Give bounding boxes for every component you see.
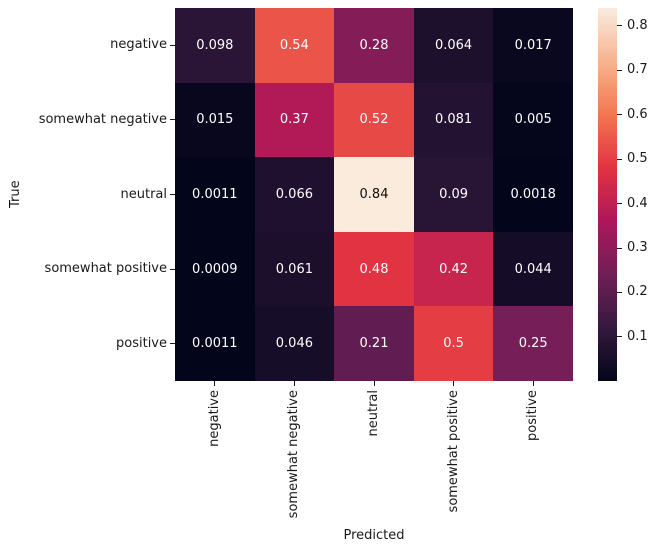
cell-value: 0.0011 (192, 336, 238, 352)
heatmap-cell-negative-somewhat-positive: 0.064 (413, 8, 494, 83)
cell-value: 0.48 (359, 261, 389, 277)
heatmap-cell-somewhat-negative-somewhat-positive: 0.081 (413, 82, 494, 158)
cell-value: 0.098 (196, 37, 234, 53)
heatmap-cell-somewhat-positive-positive: 0.044 (493, 231, 573, 307)
colorbar-tick-mark (617, 247, 622, 249)
heatmap-cell-negative-negative: 0.098 (175, 8, 255, 83)
cell-value: 0.044 (514, 261, 552, 277)
heatmap-cell-positive-negative: 0.0011 (175, 306, 255, 381)
heatmap-cell-neutral-somewhat-positive: 0.09 (413, 157, 494, 232)
y-tick-mark (170, 268, 175, 270)
x-tick-mark (453, 381, 455, 386)
cell-value: 0.84 (359, 186, 389, 202)
x-tick-mark (373, 381, 375, 386)
cell-value: 0.066 (275, 186, 313, 202)
colorbar-tick-mark (617, 25, 622, 27)
x-tick-label: somewhat positive (445, 390, 461, 513)
heatmap-cell-positive-somewhat-negative: 0.046 (254, 306, 335, 381)
x-tick-mark (214, 381, 216, 386)
x-tick-label: somewhat negative (286, 390, 302, 519)
y-tick-mark (170, 343, 175, 345)
cell-value: 0.0009 (192, 261, 238, 277)
x-tick-label: negative (206, 390, 222, 447)
heatmap-cell-somewhat-negative-neutral: 0.52 (334, 82, 414, 158)
cell-value: 0.017 (514, 37, 552, 53)
colorbar-tick-mark (617, 336, 622, 338)
cell-value: 0.081 (434, 112, 473, 128)
x-tick-label: neutral (366, 390, 381, 437)
colorbar-tick-label: 0.5 (627, 151, 648, 167)
cell-value: 0.52 (359, 112, 389, 128)
heatmap-cell-somewhat-negative-negative: 0.015 (175, 82, 255, 158)
y-tick-label: neutral (120, 186, 168, 202)
y-tick-mark (170, 194, 175, 195)
cell-value: 0.046 (275, 336, 313, 352)
x-axis-label: Predicted (343, 528, 405, 543)
y-tick-mark (170, 44, 175, 46)
heatmap-cell-positive-neutral: 0.21 (334, 306, 414, 381)
colorbar-tick-mark (617, 69, 622, 71)
heatmap-cell-positive-positive: 0.25 (493, 306, 573, 381)
x-tick-mark (532, 381, 534, 386)
colorbar-tick-label: 0.2 (627, 284, 648, 300)
y-tick-label: somewhat positive (44, 261, 167, 277)
cell-value: 0.015 (196, 112, 234, 128)
colorbar (598, 8, 617, 381)
cell-value: 0.25 (518, 336, 548, 352)
heatmap-cell-neutral-somewhat-negative: 0.066 (254, 157, 335, 232)
heatmap-cell-negative-somewhat-negative: 0.54 (254, 8, 335, 83)
cell-value: 0.09 (439, 186, 469, 202)
heatmap-cell-neutral-negative: 0.0011 (175, 157, 255, 232)
colorbar-tick-label: 0.6 (627, 106, 648, 122)
heatmap-cell-negative-neutral: 0.28 (334, 8, 414, 83)
heatmap-cell-somewhat-negative-somewhat-negative: 0.37 (254, 82, 335, 158)
heatmap-cell-somewhat-positive-somewhat-positive: 0.42 (413, 231, 494, 307)
heatmap-cell-negative-positive: 0.017 (493, 8, 573, 83)
colorbar-tick-label: 0.1 (627, 328, 648, 344)
colorbar-tick-mark (617, 158, 622, 160)
heatmap-cell-somewhat-positive-negative: 0.0009 (175, 231, 255, 307)
colorbar-tick-mark (617, 291, 622, 293)
x-tick-mark (293, 381, 295, 386)
cell-value: 0.54 (279, 37, 309, 53)
cell-value: 0.28 (359, 37, 389, 53)
colorbar-tick-label: 0.7 (627, 62, 648, 78)
cell-value: 0.064 (434, 37, 473, 53)
cell-value: 0.5 (443, 336, 464, 352)
colorbar-tick-label: 0.3 (627, 240, 648, 256)
colorbar-tick-mark (617, 114, 622, 116)
cell-value: 0.0018 (510, 186, 556, 202)
x-tick-label: positive (525, 390, 541, 441)
colorbar-tick-label: 0.8 (627, 17, 648, 33)
heatmap-cell-neutral-neutral: 0.84 (334, 157, 414, 232)
heatmap-cell-neutral-positive: 0.0018 (493, 157, 573, 232)
cell-value: 0.005 (514, 112, 552, 128)
colorbar-tick-mark (617, 203, 622, 205)
cell-value: 0.061 (275, 261, 313, 277)
cell-value: 0.37 (279, 112, 309, 128)
heatmap: 0.098 0.54 0.28 0.064 0.017 0.015 0.37 0.52 0.08… (175, 8, 573, 381)
y-tick-label: positive (116, 335, 167, 351)
y-tick-label: negative (110, 37, 167, 53)
cell-value: 0.42 (439, 261, 469, 277)
heatmap-cell-somewhat-positive-neutral: 0.48 (334, 231, 414, 307)
y-tick-mark (170, 119, 175, 121)
y-tick-label: somewhat negative (38, 111, 167, 127)
cell-value: 0.21 (359, 336, 389, 352)
colorbar-tick-label: 0.4 (627, 195, 648, 211)
heatmap-cell-somewhat-positive-somewhat-negative: 0.061 (254, 231, 335, 307)
heatmap-cell-somewhat-negative-positive: 0.005 (493, 82, 573, 158)
heatmap-cell-positive-somewhat-positive: 0.5 (413, 306, 494, 381)
cell-value: 0.0011 (192, 186, 238, 202)
